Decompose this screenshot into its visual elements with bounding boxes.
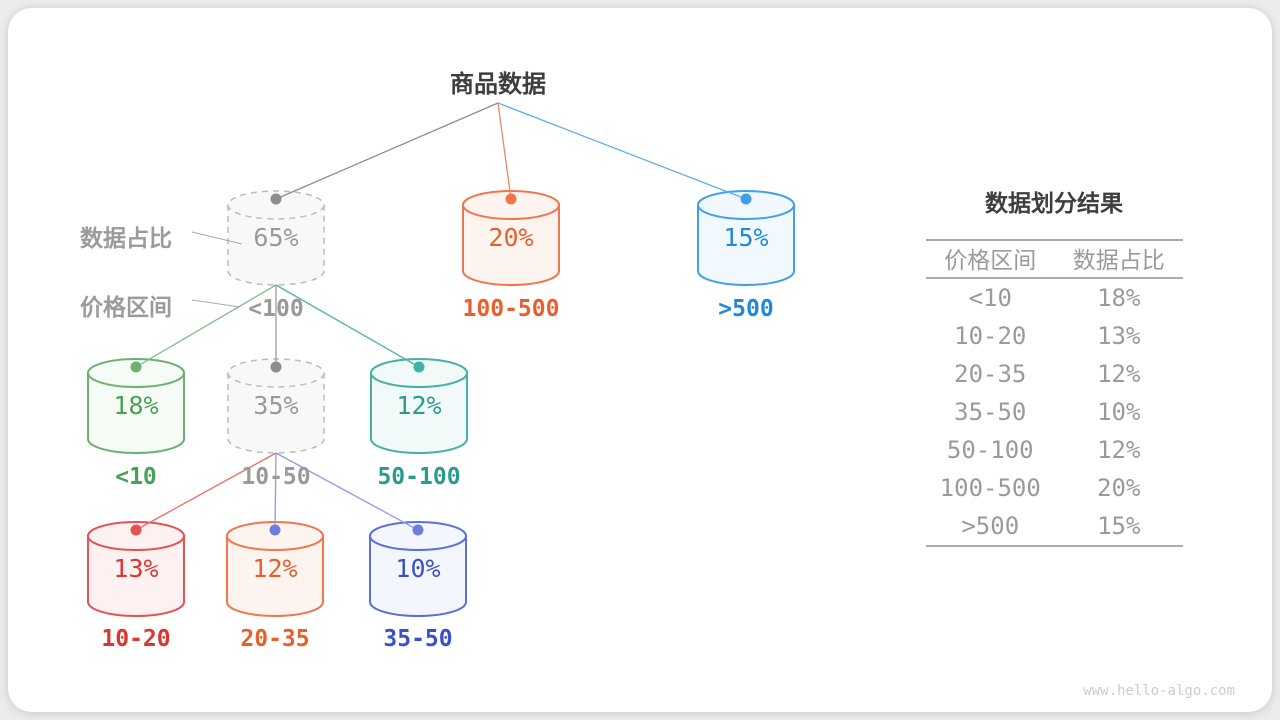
node-percent-lt-100: 65% <box>253 223 299 252</box>
proportion-cell: 20% <box>1097 474 1141 502</box>
node-range-50-100: 50-100 <box>377 464 461 490</box>
cylinder-50-100 <box>370 358 468 454</box>
node-dots <box>130 193 752 536</box>
edge-1050-20-35 <box>274 452 277 531</box>
cylinder-20-35 <box>226 521 324 617</box>
price-range-cell: <10 <box>968 284 1012 312</box>
dot-50-100 <box>413 361 425 373</box>
proportion-cell: 15% <box>1097 512 1141 540</box>
node-range-lt-10: <10 <box>115 464 157 490</box>
proportion-cell: 12% <box>1097 360 1141 388</box>
table-title: 数据划分结果 <box>985 190 1123 216</box>
site-watermark: www.hello-algo.com <box>1083 683 1235 699</box>
root-title: 商品数据 <box>450 71 546 98</box>
price-range-cell: 20-35 <box>954 360 1027 388</box>
cylinder-lt-100 <box>227 190 325 286</box>
table-row: 100-500 20% <box>926 469 1183 507</box>
edge-root-lt-100 <box>275 102 499 200</box>
price-range-cell: 10-20 <box>954 322 1027 350</box>
proportion-cell: 18% <box>1097 284 1141 312</box>
cylinder-35-50 <box>369 521 467 617</box>
proportion-cell: 12% <box>1097 436 1141 464</box>
node-percent-lt-10: 18% <box>113 391 159 420</box>
node-percent-gt-500: 15% <box>723 223 769 252</box>
node-percent-35-50: 10% <box>395 554 441 583</box>
tree-edges <box>135 102 747 531</box>
node-percent-50-100: 12% <box>396 391 442 420</box>
node-range-20-35: 20-35 <box>240 626 310 652</box>
node-percent-100-500: 20% <box>488 223 534 252</box>
dot-35-50 <box>412 524 424 536</box>
cylinder-10-50 <box>227 358 325 454</box>
dot-lt-10 <box>130 361 142 373</box>
node-range-35-50: 35-50 <box>383 626 453 652</box>
node-range-10-20: 10-20 <box>101 626 171 652</box>
partition-result-table: 价格区间 数据占比 <10 18% 10-20 13% 20-35 12% 35… <box>926 239 1183 547</box>
dot-100-500 <box>505 193 517 205</box>
price-range-cell: 100-500 <box>939 474 1041 502</box>
node-percent-20-35: 12% <box>252 554 298 583</box>
node-range-10-50: 10-50 <box>241 464 311 490</box>
table-row: >500 15% <box>926 507 1183 545</box>
col-header-price-range: 价格区间 <box>944 247 1037 273</box>
edge-1050-10-20 <box>135 452 277 531</box>
price-range-cell: 35-50 <box>954 398 1027 426</box>
table-row: <10 18% <box>926 279 1183 317</box>
node-range-gt-500: >500 <box>718 296 774 322</box>
node-percent-10-50: 35% <box>253 391 299 420</box>
edge-1050-35-50 <box>275 452 419 531</box>
node-range-lt-100: <100 <box>248 296 304 322</box>
edge-lt100-50-100 <box>275 284 420 368</box>
dot-lt-100 <box>270 193 282 205</box>
proportion-cell: 13% <box>1097 322 1141 350</box>
node-percent-10-20: 13% <box>113 554 159 583</box>
price-range-cell: 50-100 <box>946 436 1034 464</box>
cylinder-10-20 <box>87 521 185 617</box>
dot-gt-500 <box>740 193 752 205</box>
edge-lt100-lt-10 <box>135 284 277 368</box>
range-annotation: 价格区间 <box>80 294 172 320</box>
price-range-cell: >500 <box>961 512 1020 540</box>
table-row: 20-35 12% <box>926 355 1183 393</box>
node-range-100-500: 100-500 <box>462 296 560 322</box>
cylinder-100-500 <box>462 190 560 286</box>
table-row: 50-100 12% <box>926 431 1183 469</box>
table-row: 35-50 10% <box>926 393 1183 431</box>
dot-10-50 <box>270 361 282 373</box>
table-header-row: 价格区间 数据占比 <box>926 241 1183 279</box>
dot-10-20 <box>130 524 142 536</box>
col-header-proportion: 数据占比 <box>1072 247 1165 273</box>
diagram-card: 商品数据 数据占比 价格区间 65% 20% 15% 18% 35% 12% 1… <box>8 8 1272 712</box>
proportion-annotation: 数据占比 <box>80 225 172 251</box>
edge-root-100-500 <box>497 102 512 200</box>
cylinder-lt-10 <box>87 358 185 454</box>
dot-20-35 <box>269 524 281 536</box>
table-row: 10-20 13% <box>926 317 1183 355</box>
partition-tree-svg <box>87 102 795 617</box>
cylinder-gt-500 <box>697 190 795 286</box>
pointer-line-proportion <box>191 231 243 245</box>
proportion-cell: 10% <box>1097 398 1141 426</box>
edge-root-gt-500 <box>497 102 747 200</box>
pointer-line-range <box>191 299 241 308</box>
